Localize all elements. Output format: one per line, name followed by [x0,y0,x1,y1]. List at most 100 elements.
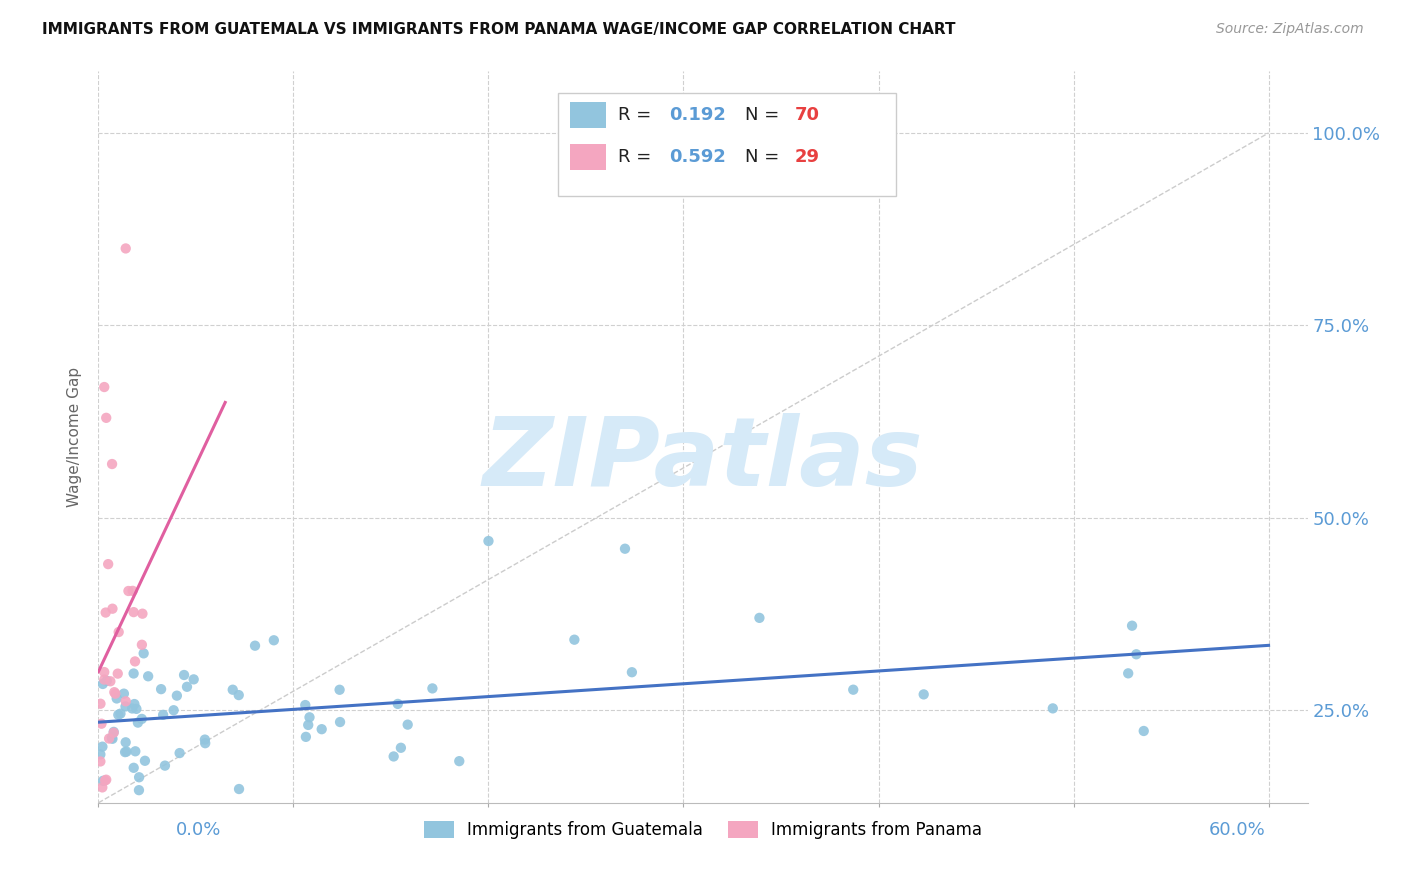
Text: IMMIGRANTS FROM GUATEMALA VS IMMIGRANTS FROM PANAMA WAGE/INCOME GAP CORRELATION : IMMIGRANTS FROM GUATEMALA VS IMMIGRANTS … [42,22,956,37]
Point [1121,618,1143,632]
Point [90,716,112,731]
Point [89,697,111,711]
Point [748,611,770,625]
Point [114,242,136,256]
Point [295,730,318,744]
Point [117,584,139,599]
Point [564,632,586,647]
Point [263,633,285,648]
Point [1132,723,1154,738]
Point [194,732,217,747]
Point [1042,701,1064,715]
Text: Source: ZipAtlas.com: Source: ZipAtlas.com [1216,22,1364,37]
Point [98,674,121,689]
Point [94,606,117,620]
Text: N =: N = [745,106,786,124]
Point [91,739,114,754]
Point [311,722,333,736]
Text: 60.0%: 60.0% [1209,821,1265,838]
Point [114,745,136,759]
Legend: Immigrants from Guatemala, Immigrants from Panama: Immigrants from Guatemala, Immigrants fr… [418,814,988,846]
Point [103,685,125,699]
Point [124,654,146,668]
Point [131,712,153,726]
Point [89,755,111,769]
Point [1116,666,1139,681]
Point [128,770,150,784]
Point [91,773,114,788]
Point [122,761,145,775]
Point [166,689,188,703]
Point [96,772,118,787]
Point [128,783,150,797]
Point [96,410,118,425]
Text: 0.592: 0.592 [669,148,725,166]
Point [115,745,138,759]
Point [176,680,198,694]
Point [620,665,643,680]
Point [222,682,245,697]
Y-axis label: Wage/Income Gap: Wage/Income Gap [67,367,83,508]
Text: 0.0%: 0.0% [176,821,221,838]
Text: R =: R = [619,148,658,166]
Text: 0.192: 0.192 [669,106,725,124]
Point [228,688,250,702]
Point [96,673,118,688]
Point [162,703,184,717]
Point [134,754,156,768]
Point [101,457,124,471]
Point [105,691,128,706]
Point [382,749,405,764]
FancyBboxPatch shape [569,102,606,128]
Point [114,694,136,708]
Point [183,673,205,687]
Text: 70: 70 [794,106,820,124]
Point [107,666,129,681]
Point [122,666,145,681]
Point [153,758,176,772]
Point [912,687,935,701]
Point [127,715,149,730]
Text: ZIPatlas: ZIPatlas [482,412,924,506]
Point [842,682,865,697]
Point [107,707,129,722]
Point [387,697,409,711]
Text: 29: 29 [794,148,820,166]
Point [329,682,352,697]
Point [122,605,145,619]
Point [121,583,143,598]
Point [107,625,129,640]
Text: N =: N = [745,148,786,166]
Point [228,782,250,797]
Point [1125,648,1147,662]
FancyBboxPatch shape [569,144,606,170]
Point [131,638,153,652]
Point [125,702,148,716]
Point [150,682,173,697]
Point [94,773,117,788]
Point [110,706,132,721]
Point [93,673,115,687]
Point [91,677,114,691]
Point [103,725,125,739]
Text: R =: R = [619,106,658,124]
Point [294,698,316,712]
Point [112,687,135,701]
Point [114,735,136,749]
Point [329,714,352,729]
Point [104,687,127,701]
Point [89,747,111,762]
Point [97,557,120,571]
Point [101,731,124,745]
Point [124,744,146,758]
Point [298,710,321,724]
Point [449,754,471,768]
FancyBboxPatch shape [558,94,897,195]
Point [614,541,637,556]
Point [98,731,121,746]
Point [243,639,266,653]
Point [297,718,319,732]
Point [124,697,146,711]
Point [93,380,115,394]
Point [114,699,136,714]
